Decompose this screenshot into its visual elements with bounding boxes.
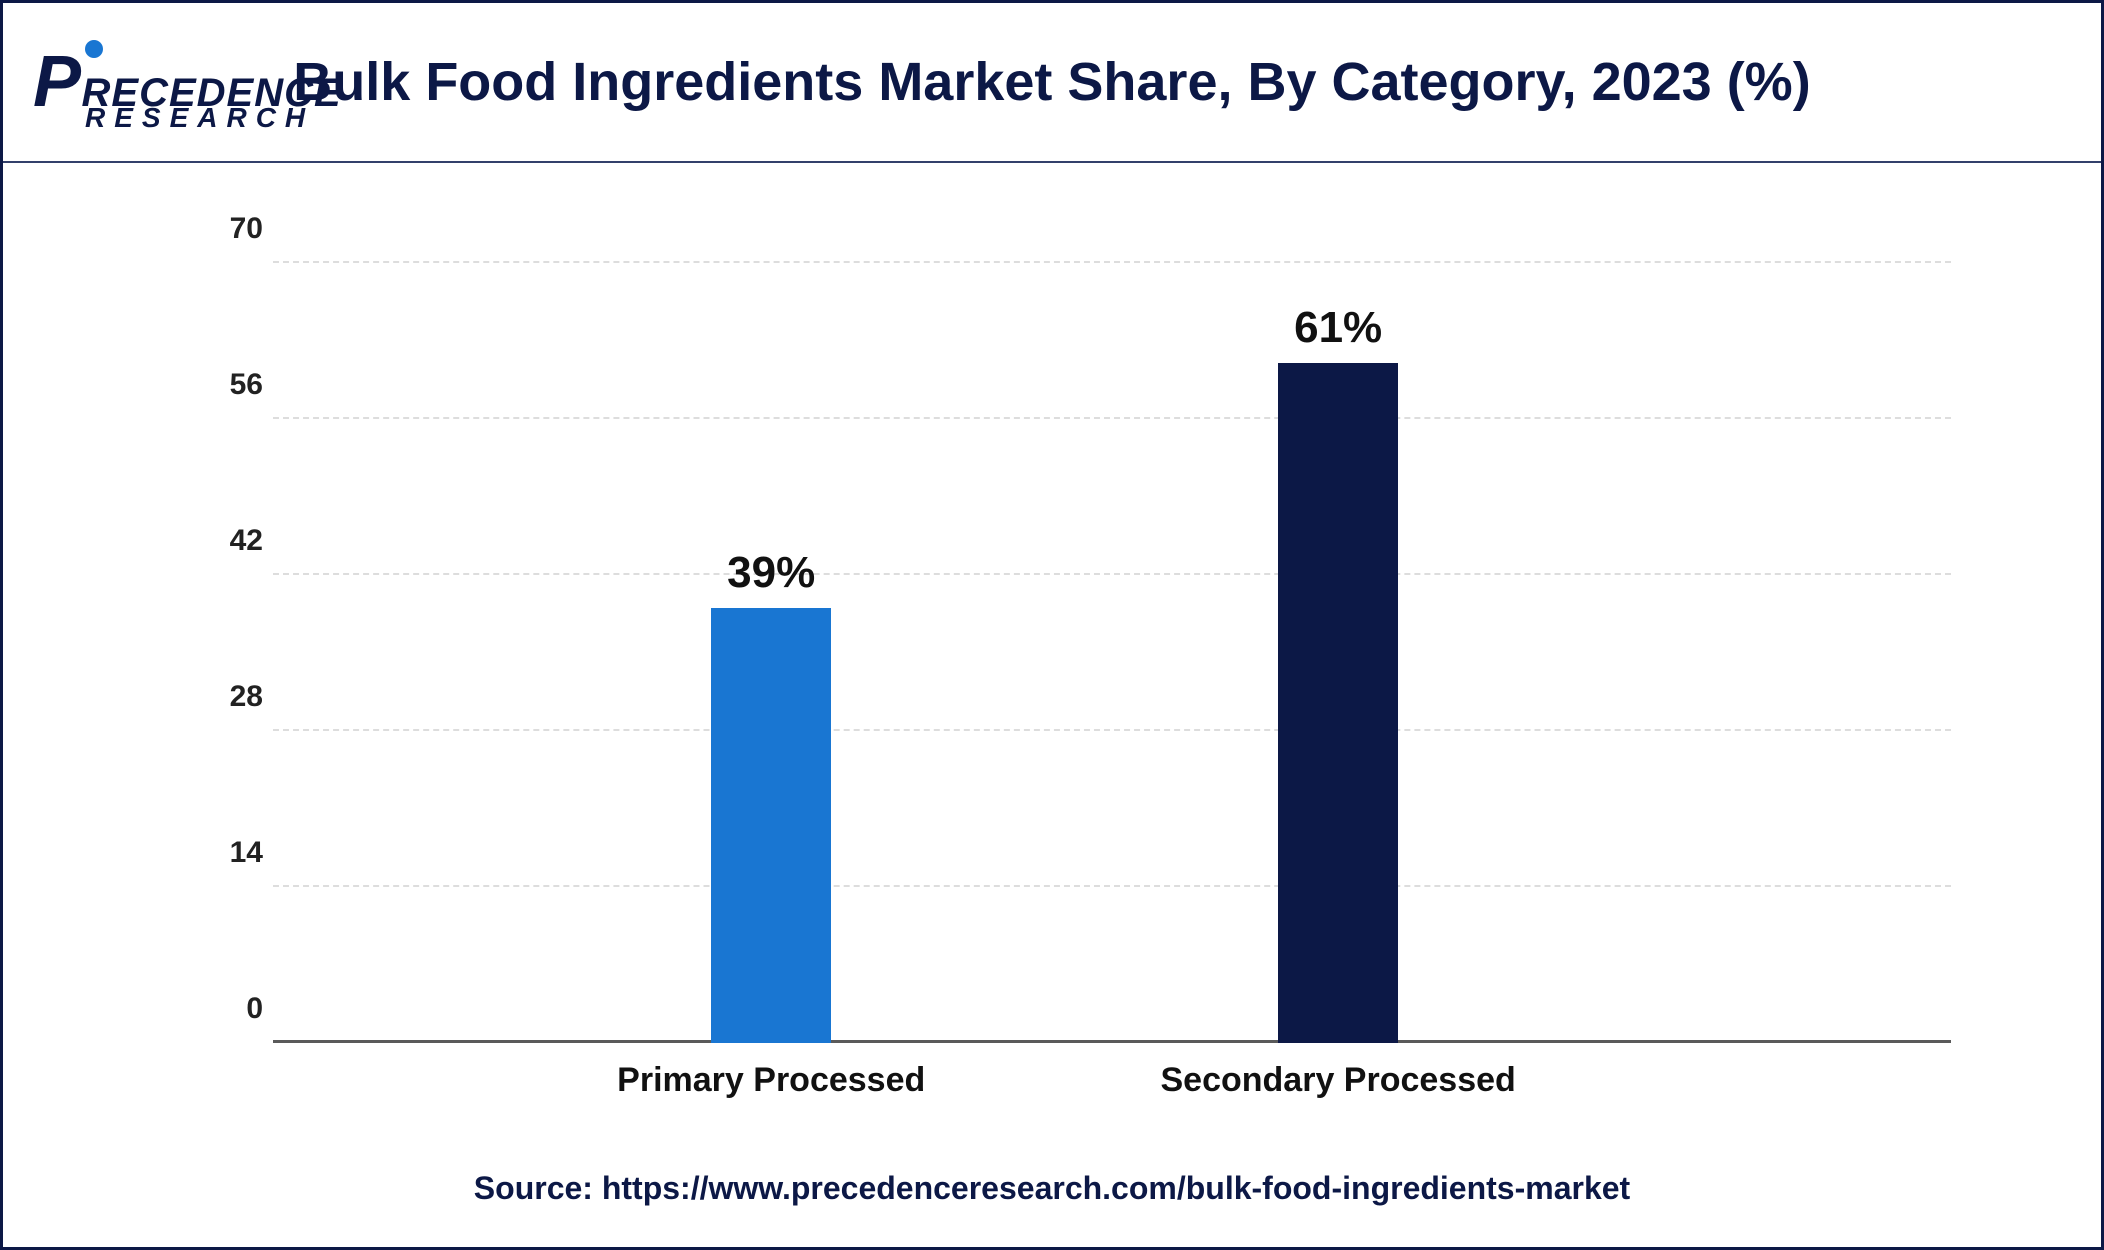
chart-title: Bulk Food Ingredients Market Share, By C… <box>293 51 1810 113</box>
y-tick-label: 70 <box>183 212 263 246</box>
y-tick-label: 56 <box>183 368 263 402</box>
logo-dot-icon <box>85 40 103 58</box>
header: P RECEDENCE RESEARCH Bulk Food Ingredien… <box>3 3 2101 163</box>
y-tick-label: 14 <box>183 836 263 870</box>
source-line: Source: https://www.precedenceresearch.c… <box>3 1170 2101 1247</box>
y-tick-label: 28 <box>183 680 263 714</box>
plot: 0142842567039%Primary Processed61%Second… <box>233 263 1951 1043</box>
gridline <box>273 417 1951 419</box>
y-tick-label: 0 <box>183 992 263 1026</box>
chart-container: P RECEDENCE RESEARCH Bulk Food Ingredien… <box>0 0 2104 1250</box>
gridline <box>273 729 1951 731</box>
bar: 61% <box>1278 363 1398 1043</box>
chart-area: 0 14 28 42 56 70 39% Primary Processed 61% Second… <box>3 163 2101 1170</box>
gridline <box>273 261 1951 263</box>
gridline <box>273 885 1951 887</box>
y-tick-label: 42 <box>183 524 263 558</box>
category-label: Primary Processed <box>617 1061 925 1100</box>
bar-value-label: 61% <box>1294 303 1382 353</box>
logo-line2: RESEARCH <box>85 104 314 132</box>
bar-value-label: 39% <box>727 548 815 598</box>
gridline <box>273 573 1951 575</box>
x-axis <box>273 1040 1951 1043</box>
logo-letter: P <box>33 46 82 118</box>
source-url: https://www.precedenceresearch.com/bulk-… <box>602 1170 1630 1206</box>
bar: 39% <box>711 608 831 1043</box>
source-label: Source: <box>474 1170 593 1206</box>
category-label: Secondary Processed <box>1161 1061 1516 1100</box>
